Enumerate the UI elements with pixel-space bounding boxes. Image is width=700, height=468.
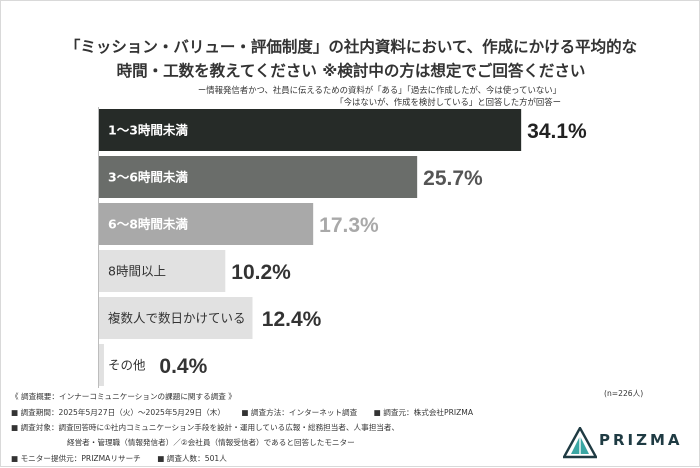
bar-2 [99, 156, 418, 198]
bar-4 [99, 250, 226, 292]
bar-value-label-2: 25.7% [423, 167, 483, 190]
prizma-logo-text: PRIZMA [599, 431, 683, 449]
bar-category-label-3: 6〜8時間未満 [108, 217, 188, 232]
bar-value-label-5: 12.4% [262, 308, 322, 331]
bar-value-label-1: 34.1% [527, 120, 587, 143]
bar-category-label-6: その他 [108, 358, 146, 373]
footnote-monitor-provider: ■ モニター提供元：PRIZMAリサーチ [11, 454, 141, 463]
footnote-line-3: ■ 調査対象：調査回答時に①社内コミュニケーション手段を設計・運用している広報・… [11, 423, 400, 432]
bar-1 [99, 109, 522, 151]
footnote-line-5: ■ モニター提供元：PRIZMAリサーチ ■ 調査人数：501人 [11, 453, 227, 464]
footnote-line-2: ■ 調査期間：2025年5月27日（火）〜2025年5月29日（木） ■ 調査方… [11, 407, 473, 418]
footnote-survey-source: ■ 調査元：株式会社PRIZMA [373, 408, 474, 417]
footnote-survey-method: ■ 調査方法：インターネット調査 [241, 408, 358, 417]
footnote-sample-count: ■ 調査人数：501人 [157, 454, 227, 463]
bar-5 [99, 297, 253, 339]
bar-category-label-5: 複数人で数日かけている [108, 311, 246, 326]
chart-title-line-2: 時間・工数を教えてください ※検討中の方は想定でご回答ください [116, 62, 586, 80]
bar-value-label-6: 0.4% [159, 355, 207, 378]
prizma-logo-icon [563, 427, 597, 459]
bar-3 [99, 203, 314, 245]
chart-title-line-1: 「ミッション・バリュー・評価制度」の社内資料において、作成にかける平均的な [64, 38, 638, 56]
bar-value-label-3: 17.3% [319, 214, 379, 237]
chart-subtitle-line-2: 「今はないが、作成を検討している」と回答した方が回答ー [335, 97, 561, 107]
footnote-survey-period: ■ 調査期間：2025年5月27日（火）〜2025年5月29日（木） [11, 408, 225, 417]
bar-category-label-1: 1〜3時間未満 [108, 123, 188, 138]
bar-category-label-4: 8時間以上 [108, 264, 166, 279]
bar-6 [99, 344, 104, 386]
chart-subtitle-line-1: ー情報発信者かつ、社員に伝えるための資料が「ある」「過去に作成したが、今は使って… [197, 85, 561, 95]
sample-size-note: (n=226人) [604, 389, 644, 398]
footnote-line-1: 《 調査概要：インナーコミュニケーションの課題に関する調査 》 [11, 392, 236, 401]
footnote-line-4: 経営者・管理職（情報発信者）／②会社員（情報受信者）であると回答したモニター [67, 438, 355, 447]
bar-value-label-4: 10.2% [231, 261, 291, 284]
bar-category-label-2: 3〜6時間未満 [108, 170, 188, 185]
